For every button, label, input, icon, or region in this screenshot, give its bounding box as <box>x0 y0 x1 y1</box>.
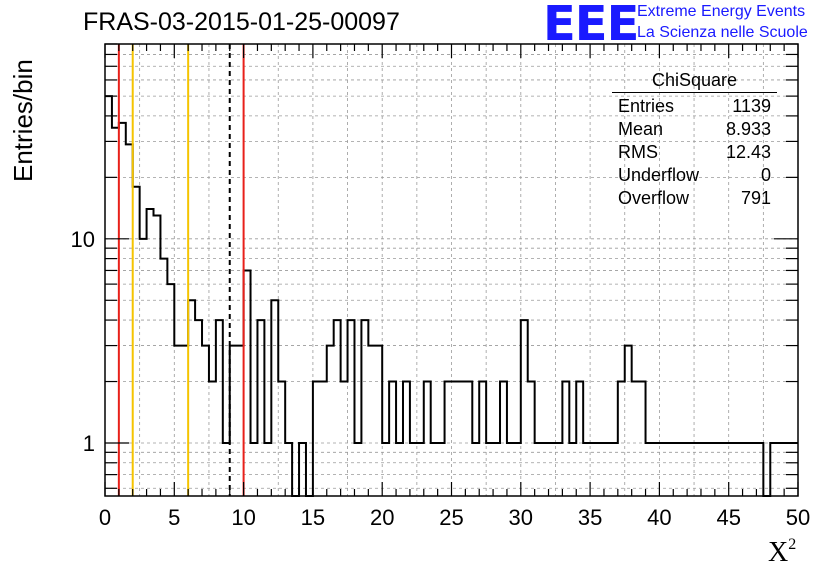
stats-row-underflow: Underflow 0 <box>612 164 777 187</box>
y-tick-label: 1 <box>83 431 95 456</box>
stats-row-overflow: Overflow 791 <box>612 187 777 210</box>
chart-title: FRAS-03-2015-01-25-00097 <box>83 8 400 36</box>
stats-value: 0 <box>760 165 771 185</box>
x-axis-label: X2 <box>768 536 796 569</box>
stats-value: 12.43 <box>725 142 771 162</box>
grid-lines <box>105 43 798 496</box>
stats-label: Mean <box>618 119 664 139</box>
eee-logo: EEE <box>543 0 639 52</box>
stats-value: 8.933 <box>725 119 771 139</box>
axis-ticks: 0 5 10 15 20 25 30 35 40 45 50 1 10 <box>71 43 810 530</box>
x-tick-label: 45 <box>716 505 740 530</box>
x-tick-label: 5 <box>168 505 180 530</box>
y-tick-label: 10 <box>71 227 95 252</box>
stats-label: Entries <box>618 96 675 116</box>
stats-value: 791 <box>740 188 771 208</box>
x-tick-label: 35 <box>578 505 602 530</box>
stats-label: RMS <box>618 142 658 162</box>
stats-label: Overflow <box>618 188 690 208</box>
x-tick-label: 20 <box>370 505 394 530</box>
histogram-bars <box>105 95 798 497</box>
x-tick-label: 50 <box>786 505 810 530</box>
histogram-outline <box>105 95 798 497</box>
stats-row-rms: RMS 12.43 <box>612 141 777 164</box>
logo-line-1: Extreme Energy Events <box>637 3 806 20</box>
x-axis-superscript: 2 <box>788 536 797 553</box>
x-tick-label: 40 <box>647 505 671 530</box>
x-tick-label: 30 <box>509 505 533 530</box>
x-tick-label: 10 <box>231 505 255 530</box>
stats-label: Underflow <box>618 165 700 185</box>
x-tick-label: 25 <box>439 505 463 530</box>
stats-title: ChiSquare <box>612 70 777 93</box>
y-axis-label: Entries/bin <box>8 59 38 182</box>
stats-row-mean: Mean 8.933 <box>612 118 777 141</box>
logo-line-2: La Scienza nelle Scuole <box>637 24 808 41</box>
cut-lines <box>117 44 245 496</box>
x-tick-label: 0 <box>99 505 111 530</box>
x-axis-symbol: X <box>768 537 789 568</box>
stats-value: 1139 <box>732 96 771 116</box>
x-tick-label: 15 <box>301 505 325 530</box>
stats-row-entries: Entries 1139 <box>612 95 777 118</box>
stats-box: ChiSquare Entries 1139 Mean 8.933 RMS 12.43… <box>612 70 777 210</box>
